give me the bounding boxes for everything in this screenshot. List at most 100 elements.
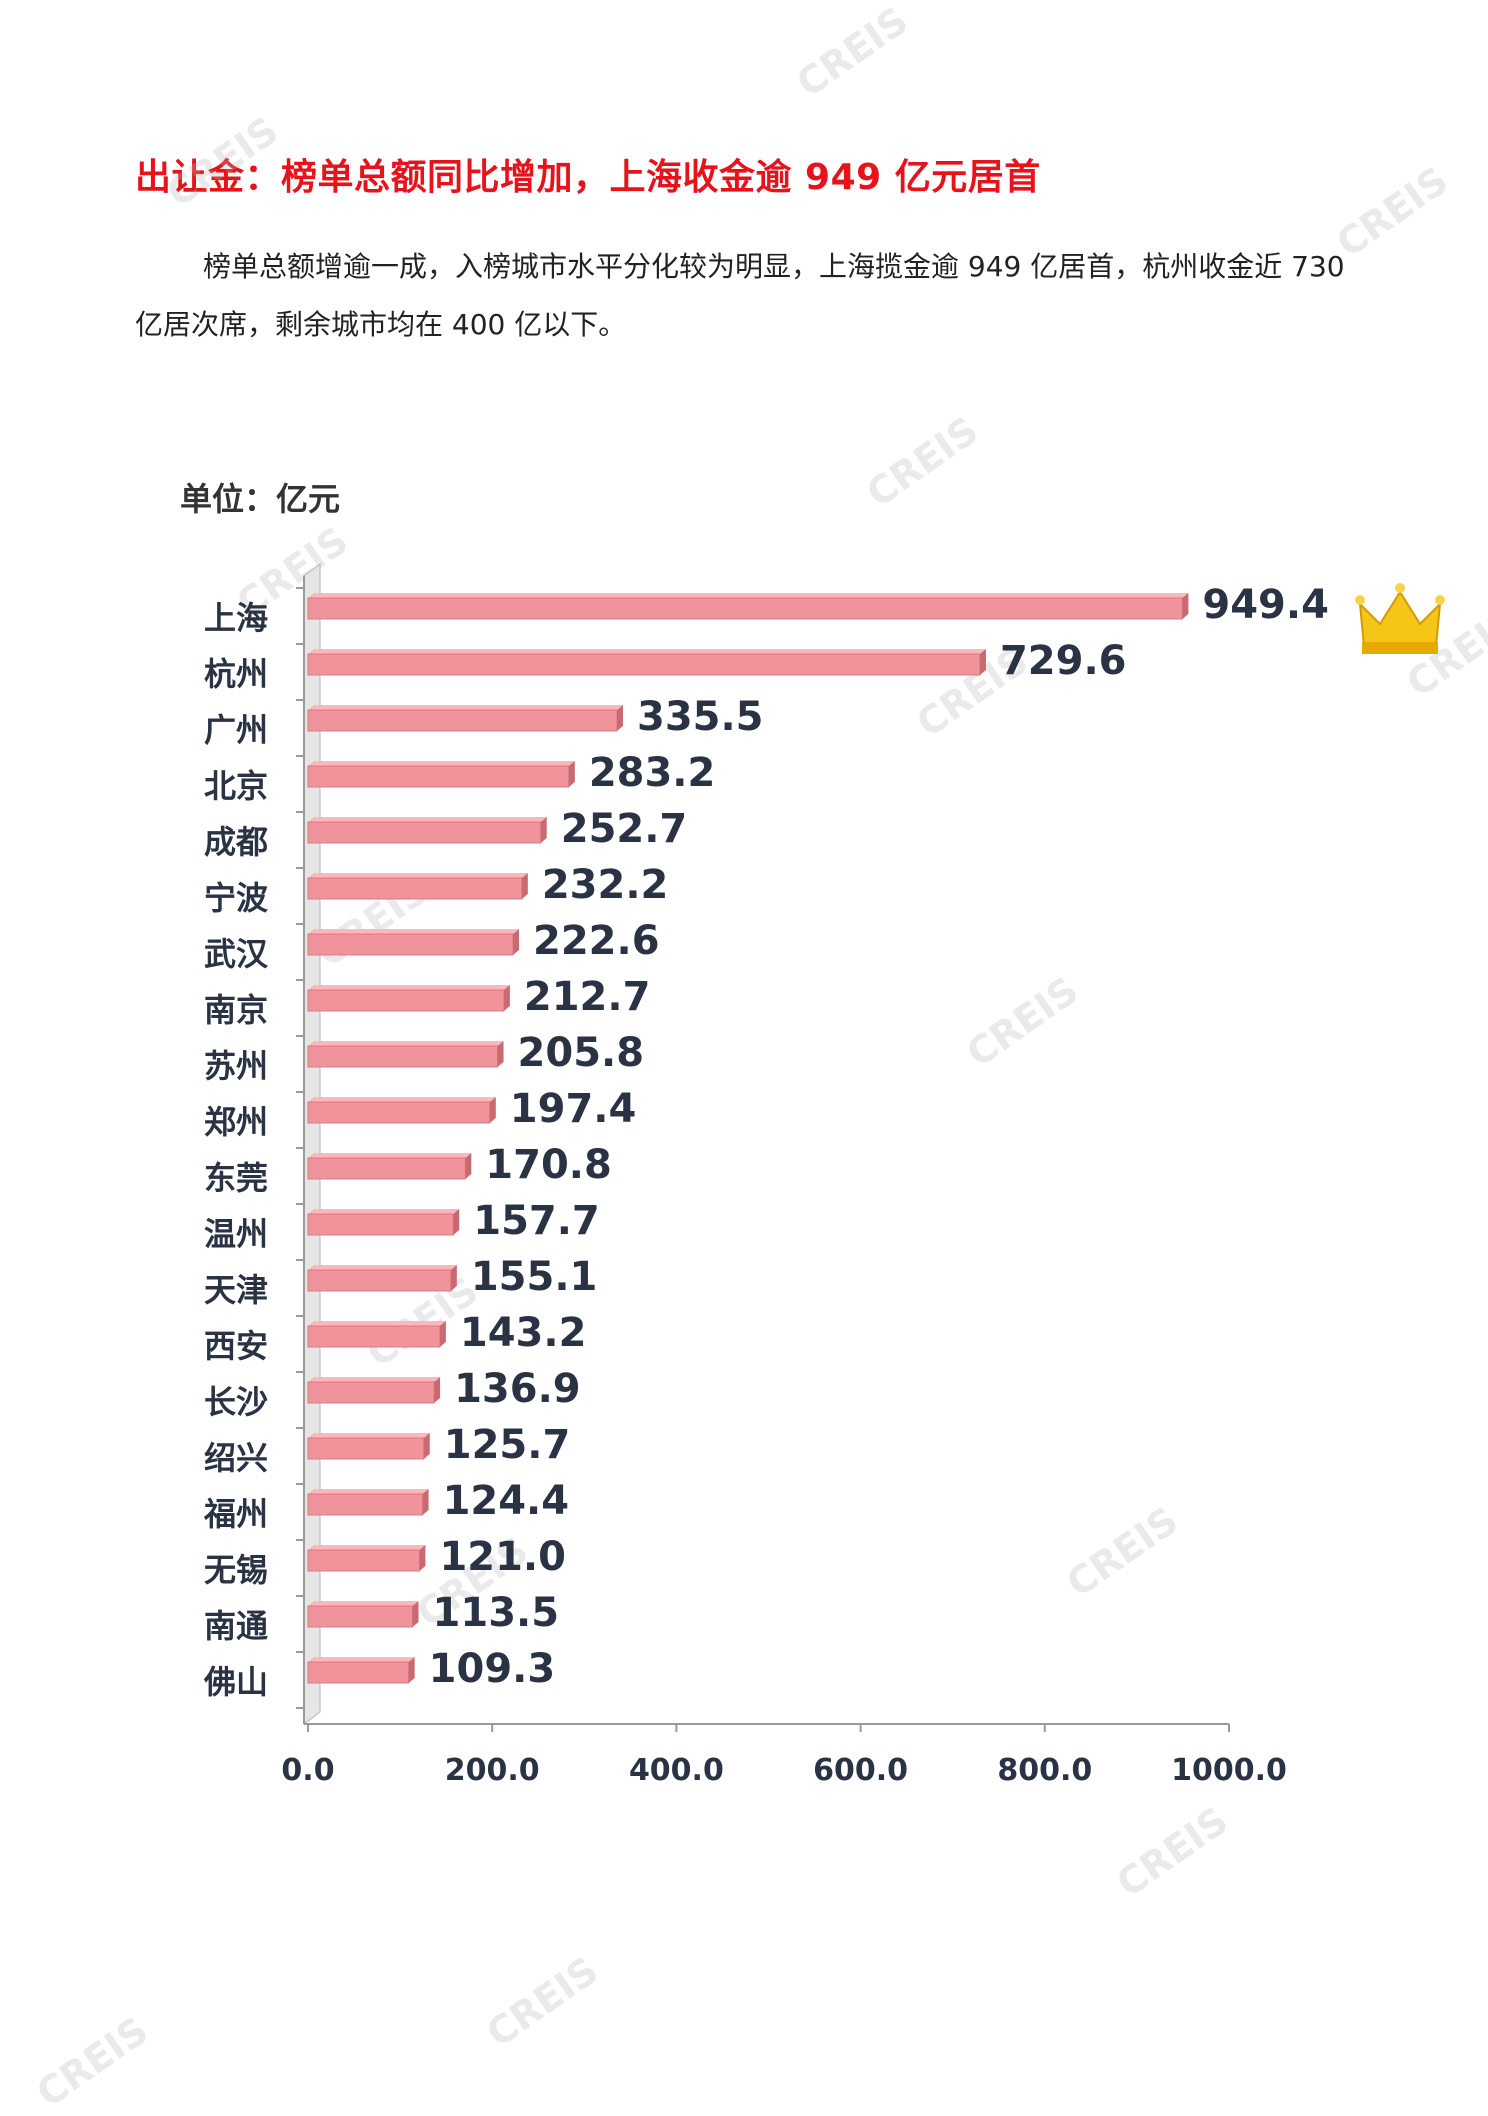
bar-top-face — [308, 593, 1189, 598]
category-label: 西安 — [204, 1327, 268, 1365]
bar-top-face — [308, 1489, 429, 1494]
bar — [307, 1213, 454, 1236]
bar-end-cap — [465, 1153, 472, 1179]
data-label: 252.7 — [561, 806, 688, 852]
bar-top-face — [308, 1097, 496, 1102]
bar — [307, 1437, 425, 1460]
bar — [307, 1381, 435, 1404]
data-label: 121.0 — [439, 1534, 566, 1580]
data-label: 136.9 — [454, 1366, 581, 1412]
crown-icon — [1355, 583, 1445, 654]
bar-top-face — [308, 1041, 504, 1046]
x-tick-label: 200.0 — [445, 1753, 540, 1788]
data-label: 212.7 — [524, 974, 651, 1020]
bar-end-cap — [979, 649, 986, 675]
page-title: 出让金：榜单总额同比增加，上海收金逾 949 亿元居首 — [135, 157, 1041, 198]
bar-top-face — [308, 1377, 441, 1382]
category-label: 南通 — [204, 1607, 268, 1645]
bar-top-face — [308, 705, 623, 710]
bar — [307, 989, 505, 1012]
x-tick-label: 0.0 — [281, 1753, 334, 1788]
bar — [307, 933, 514, 956]
bar — [307, 709, 618, 732]
data-label: 155.1 — [471, 1254, 598, 1300]
bar — [307, 1101, 491, 1124]
bar — [307, 653, 981, 676]
data-label: 113.5 — [433, 1590, 560, 1636]
data-label: 232.2 — [542, 862, 669, 908]
bar — [307, 597, 1183, 620]
data-label: 143.2 — [460, 1310, 587, 1356]
data-label: 205.8 — [518, 1030, 645, 1076]
bar-top-face — [308, 817, 547, 822]
category-label: 东莞 — [204, 1159, 268, 1197]
data-label: 283.2 — [589, 750, 716, 796]
bar — [307, 1549, 420, 1572]
category-label: 南京 — [204, 991, 268, 1029]
bar-top-face — [308, 929, 520, 934]
bar — [307, 1269, 452, 1292]
bar — [307, 1605, 414, 1628]
bar-top-face — [308, 1545, 426, 1550]
bar-top-face — [308, 1209, 460, 1214]
bar-end-cap — [423, 1433, 430, 1459]
bar-top-face — [308, 1433, 430, 1438]
bar-end-cap — [521, 873, 528, 899]
category-label: 广州 — [204, 711, 268, 749]
bar-end-cap — [408, 1657, 415, 1683]
category-label: 无锡 — [204, 1551, 268, 1589]
bar-top-face — [308, 1601, 419, 1606]
bar-end-cap — [540, 817, 547, 843]
bar-end-cap — [439, 1321, 446, 1347]
x-tick-label: 800.0 — [997, 1753, 1092, 1788]
bar — [307, 877, 523, 900]
data-label: 124.4 — [443, 1478, 570, 1524]
bar-top-face — [308, 1657, 415, 1662]
bar — [307, 1325, 441, 1348]
bar-end-cap — [412, 1601, 419, 1627]
data-label: 949.4 — [1202, 582, 1329, 628]
bar-top-face — [308, 873, 528, 878]
category-label: 长沙 — [204, 1383, 268, 1421]
x-tick-label: 1000.0 — [1171, 1753, 1287, 1788]
bar-end-cap — [422, 1489, 429, 1515]
category-label: 天津 — [204, 1271, 268, 1309]
bar — [307, 1661, 410, 1684]
bar-end-cap — [503, 985, 510, 1011]
category-label: 北京 — [204, 767, 268, 805]
data-label: 222.6 — [533, 918, 660, 964]
bar — [307, 1157, 466, 1180]
bar-end-cap — [497, 1041, 504, 1067]
category-label: 上海 — [204, 599, 268, 637]
category-label: 佛山 — [203, 1663, 268, 1701]
data-label: 109.3 — [429, 1646, 556, 1692]
category-label: 郑州 — [204, 1103, 268, 1141]
bar-end-cap — [616, 705, 623, 731]
intro-paragraph: 榜单总额增逾一成，入榜城市水平分化较为明显，上海揽金逾 949 亿居首，杭州收金… — [135, 250, 1345, 341]
bar — [307, 1493, 424, 1516]
category-label: 杭州 — [204, 655, 268, 693]
category-label: 成都 — [204, 823, 268, 861]
bar — [307, 765, 570, 788]
bar — [307, 821, 542, 844]
category-label: 绍兴 — [204, 1439, 268, 1477]
bar-end-cap — [568, 761, 575, 787]
bar-end-cap — [434, 1377, 441, 1403]
bar-top-face — [308, 649, 986, 654]
bar-end-cap — [1182, 593, 1189, 619]
bar-end-cap — [419, 1545, 426, 1571]
bar-end-cap — [489, 1097, 496, 1123]
data-label: 170.8 — [485, 1142, 612, 1188]
unit-label: 单位：亿元 — [180, 480, 341, 518]
bar-end-cap — [513, 929, 520, 955]
data-label: 729.6 — [1000, 638, 1127, 684]
category-label: 温州 — [204, 1215, 268, 1253]
category-label: 武汉 — [204, 935, 269, 973]
x-tick-label: 600.0 — [813, 1753, 908, 1788]
bar — [307, 1045, 499, 1068]
category-label: 苏州 — [204, 1047, 268, 1085]
bar-end-cap — [453, 1209, 460, 1235]
data-label: 335.5 — [637, 694, 764, 740]
bar-top-face — [308, 1265, 457, 1270]
